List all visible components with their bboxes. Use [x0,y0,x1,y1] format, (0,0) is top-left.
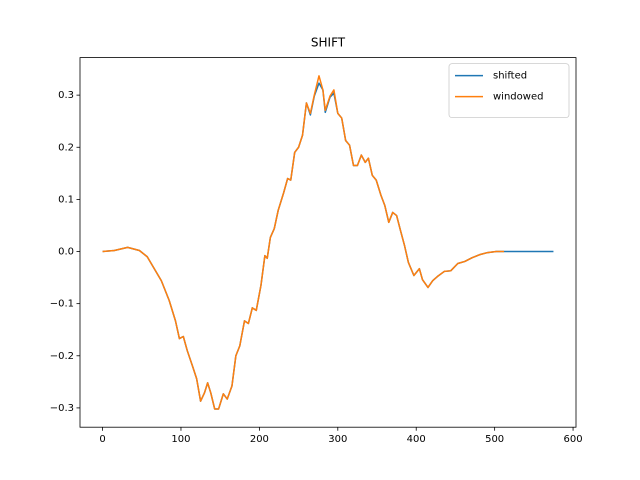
x-tick-label: 0 [99,434,105,445]
x-tick-label: 200 [250,434,269,445]
x-tick-label: 600 [564,434,583,445]
y-tick-label: −0.1 [50,299,74,310]
y-tick-label: 0.1 [58,194,74,205]
y-tick-label: 0.3 [58,90,74,101]
y-tick-label: 0.0 [58,247,74,258]
x-tick-label: 400 [407,434,426,445]
y-tick-label: −0.3 [50,403,74,414]
plot-frame [79,57,577,428]
x-tick-label: 500 [485,434,504,445]
legend-label: windowed [493,92,543,103]
x-tick-label: 100 [171,434,190,445]
y-tick-label: 0.2 [58,142,74,153]
legend-label: shifted [493,71,527,82]
line-series [102,75,505,410]
x-tick-label: 300 [328,434,347,445]
y-tick-label: −0.2 [50,351,74,362]
chart-title: SHIFT [311,36,346,50]
legend-box [448,63,570,118]
